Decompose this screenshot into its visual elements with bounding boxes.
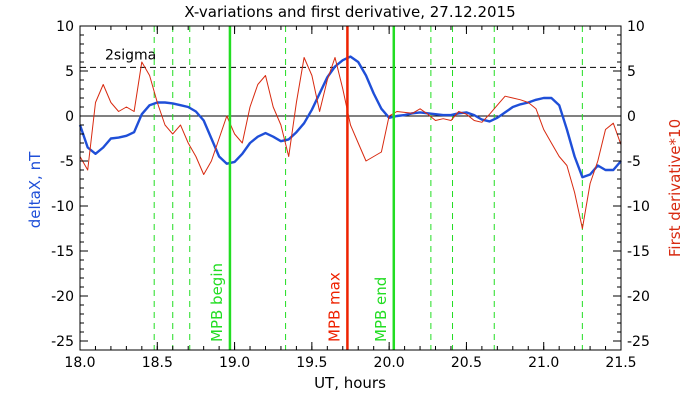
x-tick-label: 20.5: [451, 355, 482, 371]
plot-area: 2sigma MPB begin MPB max MPB end 18.0 18.5 19.…: [51, 19, 650, 371]
y-tick-label-left: -5: [60, 154, 74, 170]
x-tick-label: 19.0: [219, 355, 250, 371]
y-tick-label-left: 5: [65, 64, 74, 80]
x-tick-label: 19.5: [296, 355, 327, 371]
y-tick-label-right: -20: [627, 289, 650, 305]
y-tick-label-right: 0: [627, 109, 636, 125]
y-tick-label-left: -10: [51, 199, 74, 215]
y-tick-label-left: -20: [51, 289, 74, 305]
x-tick-label: 18.5: [142, 355, 173, 371]
y-tick-label-right: -10: [627, 199, 650, 215]
y-tick-label-left: -15: [51, 244, 74, 260]
marker-label: MPB begin: [208, 263, 226, 342]
chart-title: X-variations and first derivative, 27.12…: [184, 3, 515, 21]
y-tick-label-left: -25: [51, 334, 74, 350]
x-axis-label: UT, hours: [314, 374, 386, 392]
x-tick-label: 18.0: [64, 355, 95, 371]
y-tick-label-right: -25: [627, 334, 650, 350]
y-tick-label-right: -5: [627, 154, 641, 170]
plot-frame: [79, 25, 622, 351]
marker-label: MPB end: [372, 277, 390, 342]
series-line-derivative: [79, 57, 622, 229]
y-tick-label-right: 10: [627, 19, 645, 35]
y-axis-right-label: First derivative*10: [666, 119, 684, 257]
x-tick-label: 20.0: [374, 355, 405, 371]
x-tick-label: 21.0: [528, 355, 559, 371]
y-axis-left-label: deltaX, nT: [26, 151, 44, 228]
y-tick-label-left: 10: [56, 19, 74, 35]
y-tick-label-right: -15: [627, 244, 650, 260]
threshold-label: 2sigma: [105, 47, 156, 63]
series-line-deltax: [78, 55, 622, 179]
marker-label: MPB max: [325, 272, 343, 342]
y-tick-label-left: 0: [65, 109, 74, 125]
x-tick-label: 21.5: [605, 355, 636, 371]
y-tick-label-right: 5: [627, 64, 636, 80]
